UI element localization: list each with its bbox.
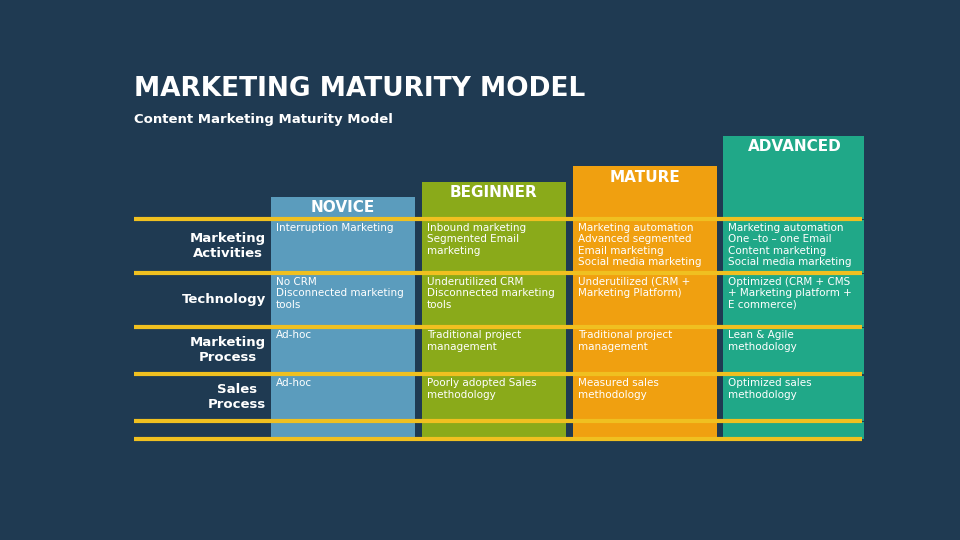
Text: MARKETING MATURITY MODEL: MARKETING MATURITY MODEL xyxy=(134,76,586,103)
Text: MATURE: MATURE xyxy=(610,170,681,185)
Bar xyxy=(573,274,717,327)
Bar xyxy=(271,220,415,273)
Bar xyxy=(422,274,565,327)
Text: Marketing automation
One –to – one Email
Content marketing
Social media marketin: Marketing automation One –to – one Email… xyxy=(728,222,852,267)
Bar xyxy=(271,328,415,374)
Text: BEGINNER: BEGINNER xyxy=(450,185,538,200)
Bar xyxy=(723,376,866,421)
Text: Underutilized (CRM +
Marketing Platform): Underutilized (CRM + Marketing Platform) xyxy=(578,276,690,298)
Bar xyxy=(573,376,717,421)
Bar xyxy=(271,422,415,439)
Text: Interruption Marketing: Interruption Marketing xyxy=(276,222,394,233)
Text: Ad-hoc: Ad-hoc xyxy=(276,378,312,388)
Bar xyxy=(723,274,866,327)
Text: Optimized (CRM + CMS
+ Marketing platform +
E commerce): Optimized (CRM + CMS + Marketing platfor… xyxy=(728,276,852,310)
Bar xyxy=(573,328,717,374)
Text: Content Marketing Maturity Model: Content Marketing Maturity Model xyxy=(134,112,393,125)
Text: Traditional project
management: Traditional project management xyxy=(578,330,672,352)
Bar xyxy=(573,166,717,219)
Text: No CRM
Disconnected marketing
tools: No CRM Disconnected marketing tools xyxy=(276,276,403,310)
Bar xyxy=(723,220,866,273)
Bar xyxy=(573,220,717,273)
Bar xyxy=(422,220,565,273)
Text: Inbound marketing
Segmented Email
marketing: Inbound marketing Segmented Email market… xyxy=(427,222,526,256)
Text: Poorly adopted Sales
methodology: Poorly adopted Sales methodology xyxy=(427,378,537,400)
Bar xyxy=(271,376,415,421)
Bar xyxy=(271,274,415,327)
Text: Underutilized CRM
Disconnected marketing
tools: Underutilized CRM Disconnected marketing… xyxy=(427,276,555,310)
Text: Traditional project
management: Traditional project management xyxy=(427,330,521,352)
Text: Ad-hoc: Ad-hoc xyxy=(276,330,312,340)
Bar xyxy=(422,376,565,421)
Text: Optimized sales
methodology: Optimized sales methodology xyxy=(728,378,811,400)
Text: Marketing automation
Advanced segmented
Email marketing
Social media marketing: Marketing automation Advanced segmented … xyxy=(578,222,702,267)
Text: Measured sales
methodology: Measured sales methodology xyxy=(578,378,659,400)
Bar xyxy=(422,182,565,219)
Text: Marketing
Process: Marketing Process xyxy=(189,336,266,365)
Bar xyxy=(422,422,565,439)
Text: Lean & Agile
methodology: Lean & Agile methodology xyxy=(728,330,797,352)
Text: ADVANCED: ADVANCED xyxy=(748,139,842,154)
Bar xyxy=(723,422,866,439)
Text: Marketing
Activities: Marketing Activities xyxy=(189,232,266,260)
Bar xyxy=(723,328,866,374)
Bar xyxy=(723,137,866,219)
Bar xyxy=(271,197,415,219)
Bar xyxy=(573,422,717,439)
Text: NOVICE: NOVICE xyxy=(311,200,375,215)
Bar xyxy=(422,328,565,374)
Text: Sales
Process: Sales Process xyxy=(207,383,266,411)
Text: Technology: Technology xyxy=(181,293,266,306)
